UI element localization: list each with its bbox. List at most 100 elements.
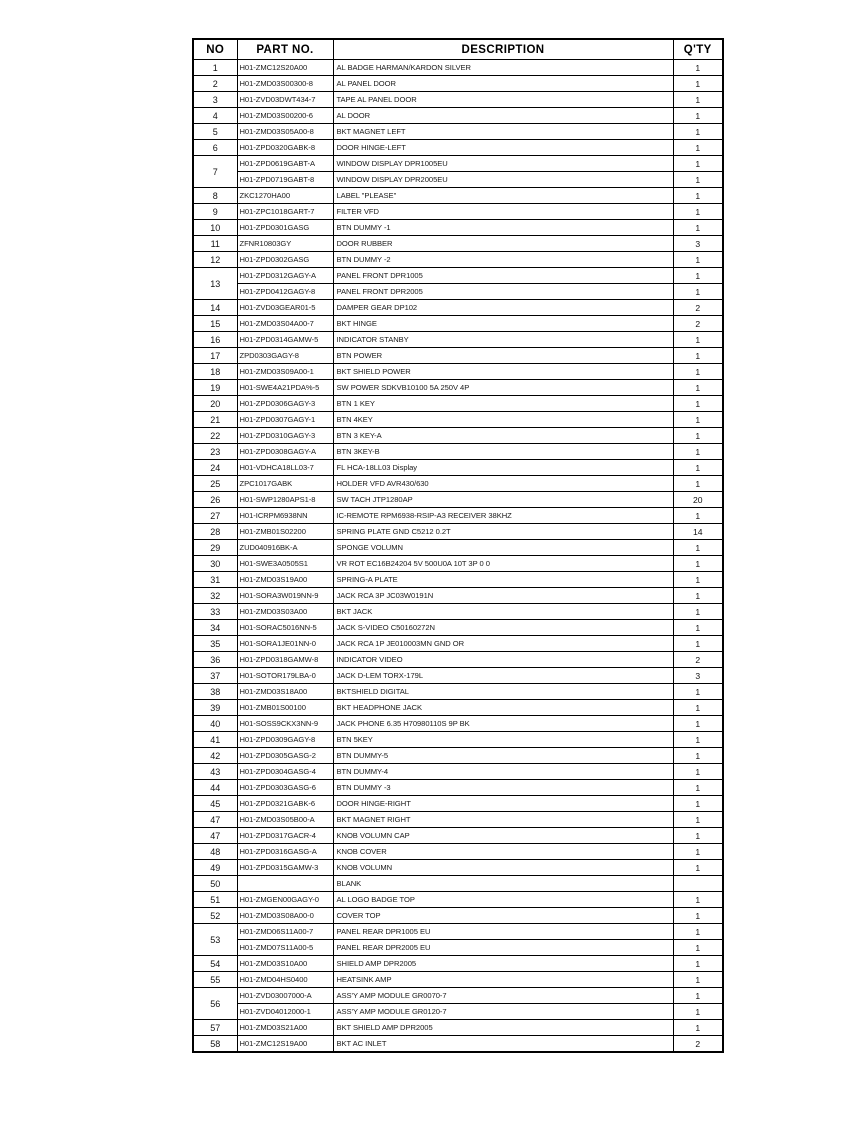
table-header-row: NO PART NO. DESCRIPTION Q'TY: [192, 38, 724, 60]
cell-part-no: H01-ZMD03S00300-8: [236, 75, 334, 92]
cell-part-no: H01-ZMC12S20A00: [236, 59, 334, 76]
cell-part-no: H01-ZMD03S09A00-1: [236, 363, 334, 380]
cell-description: WINDOW DISPLAY DPR2005EU: [332, 171, 674, 188]
cell-qty: 1: [672, 811, 724, 828]
cell-qty: 1: [672, 1003, 724, 1020]
cell-no: 10: [192, 219, 238, 236]
cell-no: 2: [192, 75, 238, 92]
cell-no: 6: [192, 139, 238, 156]
table-row: 30 H01-SWE3A0505S1 VR ROT EC16B24204 5V 50…: [192, 555, 724, 572]
cell-description: PANEL REAR DPR1005 EU: [332, 923, 674, 940]
cell-qty: 1: [672, 75, 724, 92]
cell-part-no: H01-SORA1JE01NN-0: [236, 635, 334, 652]
cell-qty: 1: [672, 171, 724, 188]
cell-description: ASS'Y AMP MODULE GR0070-7: [332, 987, 674, 1004]
cell-description: BKT SHIELD AMP DPR2005: [332, 1019, 674, 1036]
cell-part-no: H01-ZPD0303GASG-6: [236, 779, 334, 796]
table-row: 45 H01-ZPD0321GABK-6 DOOR HINGE-RIGHT 1: [192, 795, 724, 812]
cell-no: 47: [192, 811, 238, 828]
cell-no: 49: [192, 859, 238, 876]
table-row: 20 H01-ZPD0306GAGY-3 BTN 1 KEY 1: [192, 395, 724, 412]
cell-description: JACK RCA 3P JC03W0191N: [332, 587, 674, 604]
table-row: 33 H01-ZMD03S03A00 BKT JACK 1: [192, 603, 724, 620]
table-row: 13 H01-ZPD0312GAGY-A PANEL FRONT DPR1005 1: [192, 267, 724, 300]
table-row: 47 H01-ZPD0317GACR-4 KNOB VOLUMN CAP 1: [192, 827, 724, 844]
table-row: 11 ZFNR10803GY DOOR RUBBER 3: [192, 235, 724, 252]
cell-description: BTN 4KEY: [332, 411, 674, 428]
table-row: 50 BLANK: [192, 875, 724, 892]
cell-description: BKT AC INLET: [332, 1035, 674, 1053]
cell-qty: 1: [672, 619, 724, 636]
cell-part-no: H01-ZVD03007000-A: [236, 987, 334, 1004]
cell-description: DOOR HINGE-LEFT: [332, 139, 674, 156]
cell-description: VR ROT EC16B24204 5V 500U0A 10T 3P 0 0: [332, 555, 674, 572]
table-row: 1 H01-ZMC12S20A00 AL BADGE HARMAN/KARDON S…: [192, 59, 724, 76]
cell-description: COVER TOP: [332, 907, 674, 924]
cell-part-no: H01-ZPD0719GABT-8: [236, 171, 334, 188]
cell-part-no: H01-ZMD03S05B00-A: [236, 811, 334, 828]
cell-no: 19: [192, 379, 238, 396]
parts-table: NO PART NO. DESCRIPTION Q'TY 1 H01-ZMC12S…: [192, 38, 724, 1053]
cell-no: 44: [192, 779, 238, 796]
table-row: 48 H01-ZPD0316GASG-A KNOB COVER 1: [192, 843, 724, 860]
cell-description: PANEL FRONT DPR2005: [332, 283, 674, 300]
cell-part-no: H01-ZMD03S03A00: [236, 603, 334, 620]
table-row: 23 H01-ZPD0308GAGY-A BTN 3KEY-B 1: [192, 443, 724, 460]
table-row: 36 H01-ZPD0318GAMW-8 INDICATOR VIDEO 2: [192, 651, 724, 668]
cell-description: KNOB COVER: [332, 843, 674, 860]
cell-qty: 1: [672, 843, 724, 860]
cell-part-no: H01-ZMD03S04A00-7: [236, 315, 334, 332]
table-row: H01-ZPD0412GAGY-8 PANEL FRONT DPR2005 1: [193, 283, 724, 300]
table-row: 7 H01-ZPD0619GABT-A WINDOW DISPLAY DPR1005…: [192, 155, 724, 188]
table-row: 27 H01-ICRPM6938NN IC-REMOTE RPM6938-RSIP-…: [192, 507, 724, 524]
cell-description: SW TACH JTP1280AP: [332, 491, 674, 508]
table-row: 54 H01-ZMD03S10A00 SHIELD AMP DPR2005 1: [192, 955, 724, 972]
cell-qty: 1: [672, 91, 724, 108]
cell-description: JACK RCA 1P JE010003MN GND OR: [332, 635, 674, 652]
cell-description: TAPE AL PANEL DOOR: [332, 91, 674, 108]
cell-part-no: H01-ZPD0412GAGY-8: [236, 283, 334, 300]
table-header: NO PART NO. DESCRIPTION Q'TY: [192, 38, 724, 60]
cell-qty: 1: [672, 715, 724, 732]
cell-part-no: H01-ZPD0318GAMW-8: [236, 651, 334, 668]
cell-part-no: ZUD040916BK-A: [236, 539, 334, 556]
cell-description: BTN 1 KEY: [332, 395, 674, 412]
cell-description: BTN DUMMY -2: [332, 251, 674, 268]
cell-qty: 1: [672, 107, 724, 124]
cell-description: PANEL FRONT DPR1005: [332, 267, 674, 284]
cell-part-no: H01-ZPD0619GABT-A: [236, 155, 334, 172]
cell-qty: 1: [672, 283, 724, 300]
cell-qty: 2: [672, 315, 724, 332]
cell-qty: 1: [672, 59, 724, 76]
table-row: 35 H01-SORA1JE01NN-0 JACK RCA 1P JE010003M…: [192, 635, 724, 652]
cell-no: 22: [192, 427, 238, 444]
cell-description: PANEL REAR DPR2005 EU: [332, 939, 674, 956]
cell-qty: 1: [672, 795, 724, 812]
cell-description: SPRING-A PLATE: [332, 571, 674, 588]
cell-no: 56: [192, 987, 238, 1020]
cell-no: 34: [192, 619, 238, 636]
cell-qty: 1: [672, 587, 724, 604]
cell-part-no: H01-ZMD04HS0400: [236, 971, 334, 988]
table-row: 17 ZPD0303GAGY-8 BTN POWER 1: [192, 347, 724, 364]
cell-description: BTN 5KEY: [332, 731, 674, 748]
cell-description: JACK PHONE 6.35 H70980110S 9P BK: [332, 715, 674, 732]
cell-description: JACK S-VIDEO C50160272N: [332, 619, 674, 636]
cell-no: 58: [192, 1035, 238, 1053]
cell-description: SW POWER SDKVB10100 5A 250V 4P: [332, 379, 674, 396]
table-row: 56 H01-ZVD03007000-A ASS'Y AMP MODULE GR00…: [192, 987, 724, 1020]
cell-qty: 1: [672, 251, 724, 268]
cell-part-no: ZFNR10803GY: [236, 235, 334, 252]
cell-qty: 1: [672, 987, 724, 1004]
cell-no: 4: [192, 107, 238, 124]
cell-qty: 1: [672, 475, 724, 492]
table-row: 18 H01-ZMD03S09A00-1 BKT SHIELD POWER 1: [192, 363, 724, 380]
cell-no: 35: [192, 635, 238, 652]
cell-description: AL BADGE HARMAN/KARDON SILVER: [332, 59, 674, 76]
table-row: H01-ZMD07S11A00-5 PANEL REAR DPR2005 EU 1: [193, 939, 724, 956]
table-body: 1 H01-ZMC12S20A00 AL BADGE HARMAN/KARDON S…: [192, 59, 724, 1053]
cell-no: 39: [192, 699, 238, 716]
table-row: 55 H01-ZMD04HS0400 HEATSINK AMP 1: [192, 971, 724, 988]
cell-part-no: H01-ZMD03S00200-6: [236, 107, 334, 124]
cell-no: 14: [192, 299, 238, 316]
